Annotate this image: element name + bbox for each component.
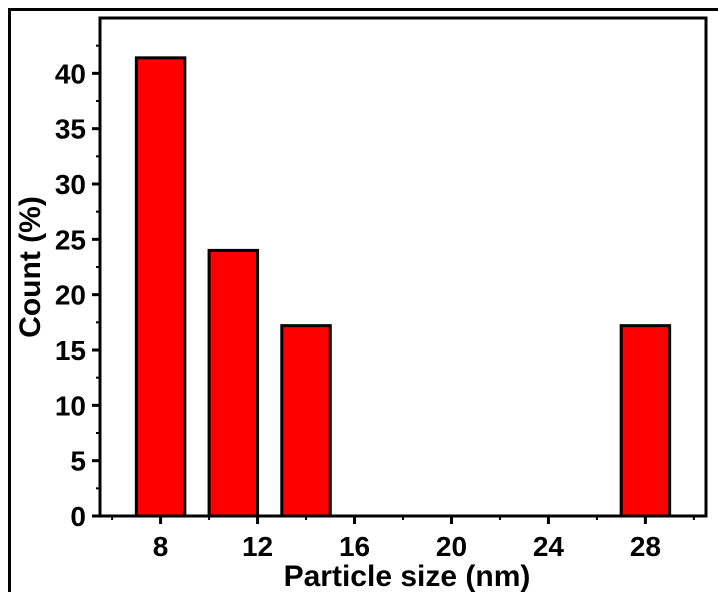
- y-tick-label: 0: [70, 501, 86, 532]
- tick-labels-group: 0 5 10 15 20 25 30 35 40 8 12 16 20 24 28: [55, 58, 661, 562]
- bar-14nm: [280, 324, 332, 518]
- y-tick-label: 10: [55, 390, 86, 421]
- x-tick-label: 28: [630, 531, 661, 562]
- y-tick-label: 40: [55, 58, 86, 89]
- plot-area-frame: [98, 16, 708, 518]
- x-tick-label: 24: [533, 531, 565, 562]
- y-tick-label: 15: [55, 335, 86, 366]
- y-tick-label: 30: [55, 169, 86, 200]
- y-tick-label: 5: [70, 446, 86, 477]
- x-tick-label: 12: [242, 531, 273, 562]
- x-tick-label: 16: [339, 531, 370, 562]
- figure-frame: [8, 8, 718, 592]
- y-axis-title: Count (%): [14, 196, 47, 338]
- bar-8nm: [134, 56, 187, 518]
- x-tick-label: 8: [153, 531, 169, 562]
- y-tick-label: 20: [55, 280, 86, 311]
- bar-28nm: [619, 324, 672, 518]
- x-axis-title: Particle size (nm): [284, 560, 531, 592]
- y-tick-label: 25: [55, 224, 86, 255]
- x-tick-label: 20: [436, 531, 467, 562]
- y-tick-label: 35: [55, 114, 86, 145]
- bars-group: [134, 56, 672, 518]
- bar-11nm: [207, 248, 260, 518]
